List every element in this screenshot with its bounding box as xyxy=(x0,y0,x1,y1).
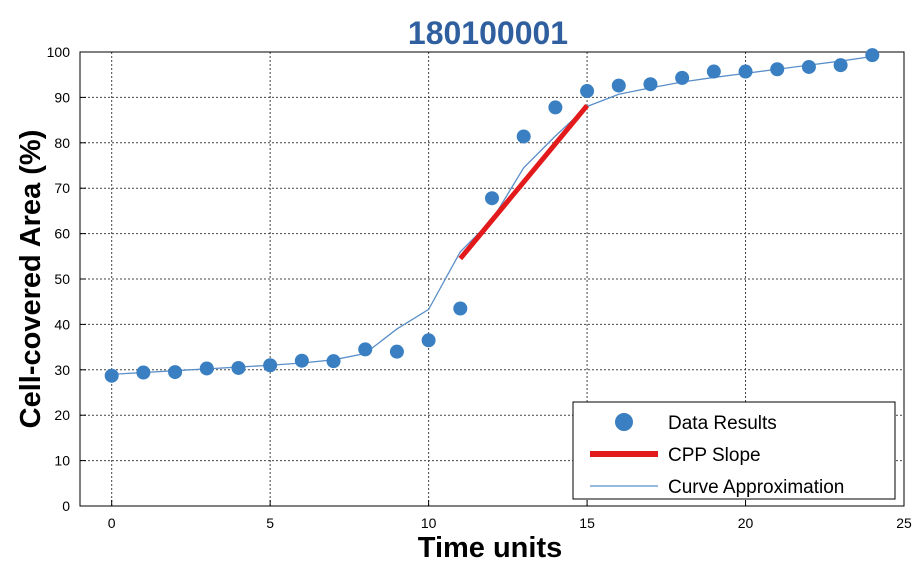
data-point xyxy=(485,191,499,206)
data-point xyxy=(833,58,848,73)
y-tick-label: 0 xyxy=(62,498,70,514)
cpp-slope-layer xyxy=(458,103,590,261)
y-tick-label: 60 xyxy=(54,226,70,242)
y-axis-title: Cell-covered Area (%) xyxy=(15,130,47,429)
data-point xyxy=(548,100,563,115)
data-point xyxy=(675,70,690,85)
data-points-layer xyxy=(104,48,880,383)
curve-approximation-line xyxy=(111,55,873,375)
data-point xyxy=(231,360,246,375)
y-tick-label: 40 xyxy=(54,316,70,332)
x-tick-label: 25 xyxy=(896,515,912,531)
data-point xyxy=(706,64,721,79)
y-tick-label: 80 xyxy=(54,135,70,151)
data-point xyxy=(643,77,658,92)
data-point xyxy=(453,301,468,316)
data-point xyxy=(421,333,436,348)
grid xyxy=(80,52,904,506)
data-point xyxy=(199,361,214,376)
y-tick-label: 50 xyxy=(54,271,70,287)
data-point xyxy=(516,129,531,144)
legend-label-cpp-slope: CPP Slope xyxy=(668,445,761,466)
curve-approximation-layer xyxy=(111,55,873,375)
y-tick-label: 20 xyxy=(54,407,70,423)
data-point xyxy=(389,344,404,359)
cpp-slope-line xyxy=(458,103,590,261)
data-point xyxy=(358,342,373,357)
y-tick-label: 10 xyxy=(54,453,70,469)
data-point xyxy=(738,64,753,79)
chart-title: 180100001 xyxy=(408,15,568,51)
legend: Data Results CPP Slope Curve Approximati… xyxy=(572,401,896,500)
data-point xyxy=(294,353,309,368)
y-tick-label: 30 xyxy=(54,362,70,378)
x-tick-label: 10 xyxy=(421,515,437,531)
x-tick-label: 5 xyxy=(266,515,274,531)
x-tick-label: 15 xyxy=(579,515,595,531)
data-point xyxy=(263,358,278,373)
x-tick-label: 0 xyxy=(108,515,116,531)
data-point xyxy=(865,48,880,63)
data-point xyxy=(326,354,341,369)
tick-labels: 0 5 10 15 20 25 0 10 20 30 40 50 60 70 80 90 100 xyxy=(47,44,912,531)
data-point xyxy=(611,78,626,93)
y-tick-label: 100 xyxy=(47,44,71,60)
data-point xyxy=(104,368,119,383)
legend-marker-data-results xyxy=(615,413,633,431)
data-point xyxy=(580,84,595,99)
data-point xyxy=(168,365,183,380)
data-point xyxy=(801,59,816,74)
y-tick-label: 70 xyxy=(54,180,70,196)
legend-label-curve-approximation: Curve Approximation xyxy=(668,477,844,498)
data-point xyxy=(136,365,151,380)
legend-label-data-results: Data Results xyxy=(668,413,777,434)
data-point xyxy=(770,62,785,77)
y-tick-label: 90 xyxy=(54,89,70,105)
x-tick-label: 20 xyxy=(738,515,754,531)
x-axis-title: Time units xyxy=(418,532,563,561)
